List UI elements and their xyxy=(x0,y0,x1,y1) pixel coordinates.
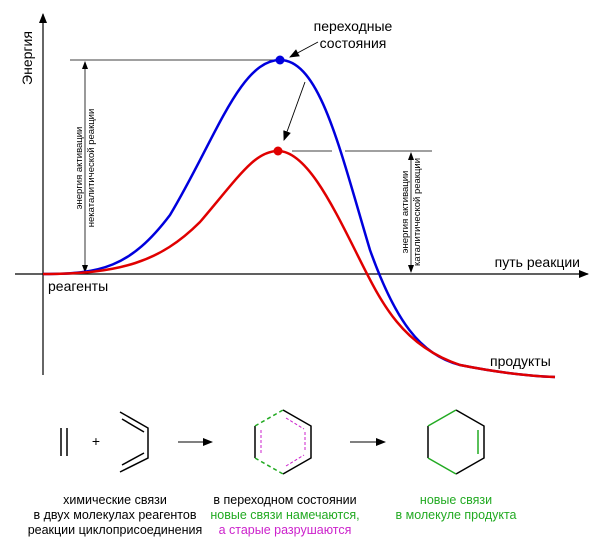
y-axis-label: Энергия xyxy=(19,31,35,85)
caption: новые связи xyxy=(420,493,492,507)
caption: химические связи xyxy=(63,493,167,507)
caption: а старые разрушаются xyxy=(219,523,352,537)
caption: в переходном состоянии xyxy=(213,493,356,507)
transition-state-dot xyxy=(273,146,283,156)
pointer-arrow xyxy=(283,81,306,141)
ts-label: состояния xyxy=(320,35,387,51)
activation-label: энергия активации xyxy=(74,127,85,210)
catalyzed-curve xyxy=(42,149,556,379)
products-label: продукты xyxy=(490,353,551,369)
plus: + xyxy=(92,433,100,449)
ts-label: переходные xyxy=(314,18,393,34)
caption: в двух молекулах реагентов xyxy=(34,508,197,522)
transition-molecule xyxy=(254,409,312,475)
reactant-molecules xyxy=(60,411,149,473)
transition-state-dot xyxy=(275,55,285,65)
activation-label: каталитической реакции xyxy=(412,158,423,266)
caption: реакции циклоприсоединения xyxy=(28,523,203,537)
pointer-arrow xyxy=(289,41,319,58)
product-molecule xyxy=(427,409,485,475)
activation-label: энергия активации xyxy=(400,171,411,254)
reactants-label: реагенты xyxy=(48,278,108,294)
caption: новые связи намечаются, xyxy=(210,508,359,522)
activation-label: некаталитической реакции xyxy=(86,109,97,228)
caption: в молекуле продукта xyxy=(395,508,516,522)
uncatalyzed-curve xyxy=(42,58,556,379)
x-axis-label: путь реакции xyxy=(495,254,580,270)
